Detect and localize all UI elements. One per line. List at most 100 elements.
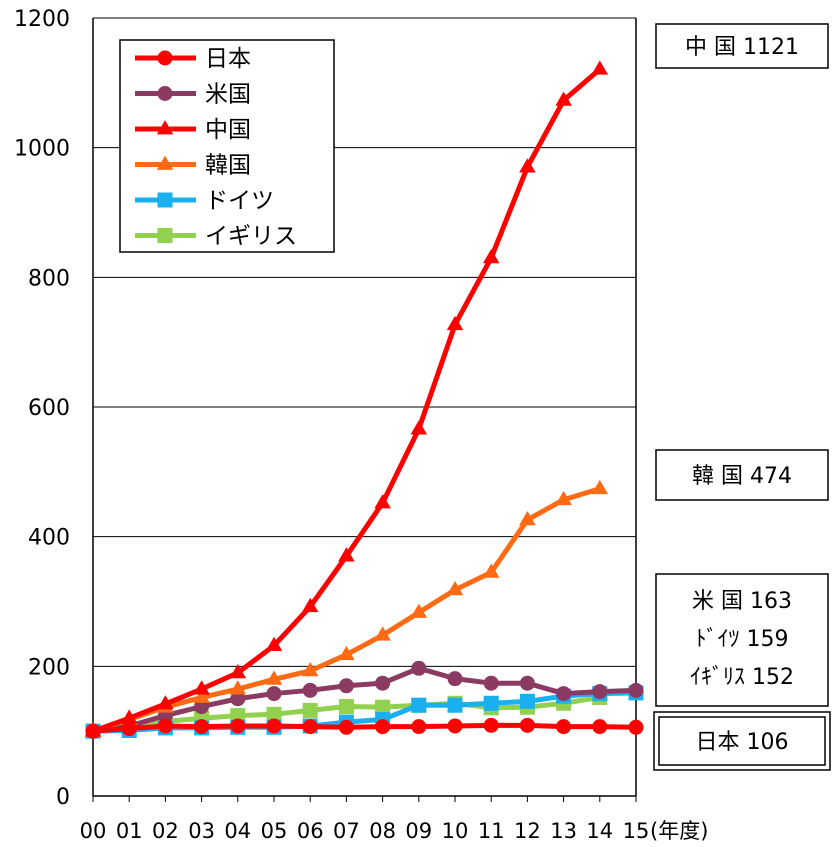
value-callout: 米 国 163 ﾄﾞｲﾂ 159 ｲｷﾞﾘｽ 152 [655,573,829,707]
data-point [591,60,609,75]
data-point [446,315,464,331]
data-point [519,675,535,691]
data-point [447,671,463,687]
callout-box [655,573,829,707]
legend-label: 韓国 [205,153,251,179]
data-point [592,719,608,735]
data-point [120,709,138,724]
x-tick-label: 10 [442,819,469,843]
series-3 [84,60,609,737]
data-point [302,719,318,735]
x-tick-label: 07 [333,819,360,843]
data-point [266,718,282,734]
data-point [411,660,427,676]
y-axis-ticks: 0 200 400 600 800 1000 1200 [14,7,70,810]
callout-box [653,711,831,771]
legend-swatch-marker [157,192,173,208]
data-point [157,695,174,710]
y-tick-label: 400 [28,526,70,551]
data-point [338,699,354,715]
x-tick-label: 04 [224,819,251,843]
data-point [301,597,319,613]
data-point [193,680,210,695]
series-line [92,665,637,734]
data-point [194,719,210,735]
data-point [266,686,282,702]
data-point [411,719,427,735]
data-point [556,719,572,735]
data-point [555,490,572,506]
callout-line: 日本 106 [696,730,789,755]
data-point [483,675,499,691]
data-point [446,580,464,596]
x-tick-label: 05 [261,819,288,843]
x-tick-label: 03 [188,819,215,843]
data-point [375,699,391,715]
data-point [302,682,318,698]
y-tick-label: 1200 [14,7,70,32]
series-1 [85,717,644,739]
callout-line: 中 国 1121 [685,35,799,60]
legend-swatch-marker [157,50,173,66]
data-point [447,718,463,734]
callout-box [655,449,829,501]
data-point [338,547,355,562]
legend-swatch-marker [157,228,173,243]
legend-item: ドイツ [135,188,274,214]
legend-item: イギリス [135,224,297,250]
data-point [302,702,318,718]
data-point [628,682,644,698]
data-point [483,717,499,733]
x-tick-label: 01 [116,819,143,843]
y-tick-label: 0 [56,785,70,810]
legend-item: 米国 [135,82,251,108]
data-point [230,708,246,724]
data-point [338,645,355,661]
data-point [229,663,247,679]
data-point [592,684,608,700]
data-point [556,686,572,702]
x-tick-label: 11 [478,819,505,843]
data-point [338,678,354,694]
callout-line: ｲｷﾞﾘｽ 152 [690,665,794,690]
data-point [84,722,102,737]
data-point [519,717,535,733]
data-point [193,688,210,703]
legend-label: 米国 [205,82,251,108]
data-point [375,675,391,691]
chart-series [84,60,644,739]
data-point [301,662,319,677]
data-point [482,249,500,264]
x-tick-label: 14 [586,819,613,843]
data-point [591,479,609,495]
data-point [410,603,428,618]
legend-box [119,39,335,253]
y-tick-label: 600 [28,396,70,421]
callout-line: 米 国 163 [692,589,792,614]
legend-label: 中国 [205,117,251,143]
data-point [338,719,354,735]
legend-swatch-marker [156,155,174,170]
data-point [265,670,283,685]
data-point [229,680,247,695]
data-point [375,719,391,735]
x-tick-label: 02 [152,819,179,843]
value-callouts: 中 国 1121 韓 国 474 米 国 163 ﾄﾞｲﾂ 159 ｲｷﾞﾘｽ 152 日… [653,23,831,771]
y-tick-label: 1000 [14,137,70,162]
x-tick-label: 06 [297,819,324,843]
x-tick-label: 08 [369,819,396,843]
data-point [157,718,173,734]
callout-line: 韓 国 474 [692,464,792,489]
series-line [92,722,637,734]
legend-label: ドイツ [205,188,274,214]
legend-swatch-marker [157,86,173,101]
x-axis-ticks: 00 01 02 03 04 05 06 07 08 09 10 11 12 13 14 15 [80,796,650,843]
data-point [628,719,644,735]
data-point [482,563,500,578]
x-tick-label: 15 [623,819,650,843]
data-point [265,636,283,652]
data-point [519,693,535,709]
legend-item: 日本 [135,46,251,72]
